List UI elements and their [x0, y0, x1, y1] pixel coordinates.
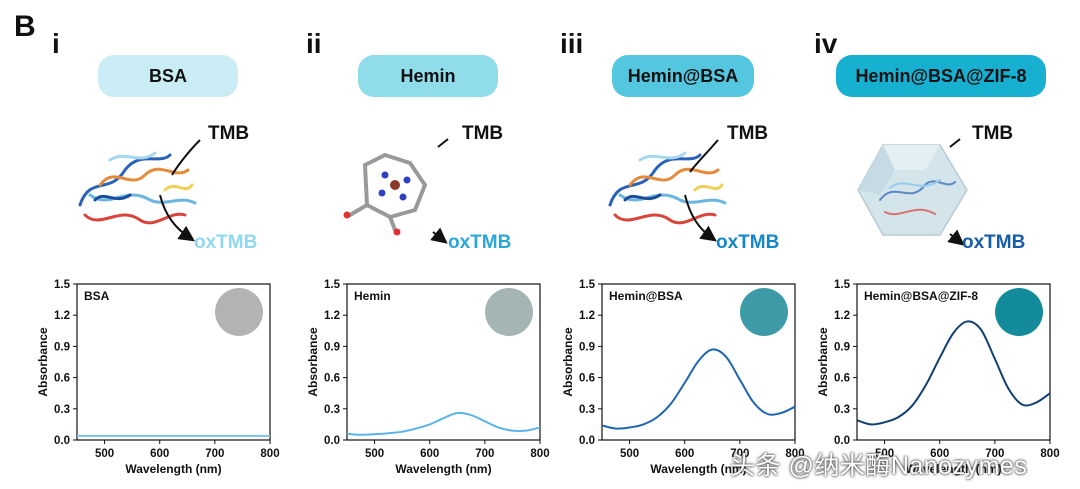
absorbance-chart-hemin-bsa-zif8: 0.0 0.3 0.6 0.9 1.2 1.5 500 600 700 800 Wavelength…	[816, 279, 1060, 476]
y-tick-label: 0.9	[834, 341, 850, 353]
y-tick-label: 1.2	[324, 310, 340, 322]
x-tick-label: 500	[620, 448, 639, 460]
tmb-label-ii: TMB	[462, 123, 504, 144]
y-tick-label: 0.6	[834, 373, 850, 385]
sample-label-hemin-bsa-zif8: Hemin@BSA@ZIF-8	[836, 55, 1046, 97]
arrow-oxtmb-iii	[684, 194, 717, 242]
plot-frame	[856, 283, 1051, 441]
y-tick-label: 0.0	[834, 435, 850, 447]
absorbance-series-line	[346, 411, 541, 436]
x-tick-label: 700	[205, 448, 224, 460]
absorbance-series-line	[856, 320, 1051, 426]
chart-title: Hemin	[354, 289, 391, 303]
x-tick-label: 600	[930, 448, 949, 460]
x-tick-label: 800	[785, 448, 804, 460]
absorbance-chart-bsa: 0.0 0.3 0.6 0.9 1.2 1.5 500 600 700 800 Wavelength…	[36, 279, 280, 476]
x-axis-title: Wavelength (nm)	[125, 462, 221, 476]
y-tick-label: 0.9	[324, 341, 340, 353]
x-tick-label: 700	[730, 448, 749, 460]
plot-frame	[601, 283, 796, 441]
sample-label-hemin: Hemin	[358, 55, 498, 97]
x-tick-label: 500	[875, 448, 894, 460]
y-tick-label: 1.5	[834, 279, 851, 291]
x-tick-label: 700	[475, 448, 494, 460]
oxtmb-label-iv: oxTMB	[962, 232, 1026, 253]
x-tick-label: 500	[95, 448, 114, 460]
y-axis-title: Absorbance	[561, 327, 575, 397]
y-axis-title: Absorbance	[816, 327, 830, 397]
y-axis-title: Absorbance	[36, 327, 50, 397]
x-tick-label: 500	[365, 448, 384, 460]
reaction-arrows	[159, 138, 965, 246]
watermark: 头条 @纳米酶Nanozymes	[730, 452, 1028, 480]
y-tick-label: 0.3	[54, 404, 70, 416]
x-tick-label: 600	[420, 448, 439, 460]
panel-numeral-iv: iv	[814, 28, 838, 59]
y-tick-label: 0.6	[324, 373, 340, 385]
y-tick-label: 1.2	[834, 310, 850, 322]
arrow-oxtmb-iv	[947, 229, 965, 246]
y-tick-label: 0.3	[834, 404, 850, 416]
arrow-tmb-line-iii	[689, 139, 719, 173]
x-tick-label: 600	[675, 448, 694, 460]
oxtmb-label-ii: oxTMB	[448, 232, 512, 253]
oxtmb-label-i: oxTMB	[194, 232, 258, 253]
arrow-oxtmb-ii	[430, 227, 448, 244]
zif8-cage-illustration	[857, 144, 968, 236]
x-tick-label: 700	[985, 448, 1004, 460]
y-tick-label: 0.6	[54, 373, 70, 385]
y-tick-label: 1.5	[579, 279, 596, 291]
y-tick-label: 1.2	[54, 310, 70, 322]
bsa-protein-illustration	[78, 151, 197, 225]
panel-numeral-ii: ii	[306, 28, 322, 59]
panel-numeral-i: i	[52, 28, 60, 59]
plot-frame	[346, 283, 541, 441]
y-tick-label: 0.6	[579, 373, 595, 385]
arrow-tmb-line-ii	[437, 138, 449, 148]
y-tick-label: 0.9	[579, 341, 595, 353]
tmb-label-iii: TMB	[727, 123, 769, 144]
x-tick-label: 800	[260, 448, 279, 460]
panel-letter: B	[14, 10, 36, 43]
sample-well-image	[740, 288, 788, 336]
sample-well-image	[215, 288, 263, 336]
y-tick-label: 0.9	[54, 341, 70, 353]
x-tick-label: 800	[1040, 448, 1059, 460]
y-tick-label: 0.3	[324, 404, 340, 416]
hemin-bsa-illustration	[608, 151, 727, 225]
sample-label-bsa: BSA	[98, 55, 238, 97]
chart-title: BSA	[84, 289, 110, 303]
x-axis-title: Wavelength (nm)	[395, 462, 491, 476]
chart-title: Hemin@BSA	[609, 289, 683, 303]
y-tick-label: 0.0	[579, 435, 595, 447]
y-tick-label: 1.5	[324, 279, 341, 291]
chart-title: Hemin@BSA@ZIF-8	[864, 289, 978, 303]
x-axis-title: Wavelength (nm)	[650, 462, 746, 476]
x-tick-label: 600	[150, 448, 169, 460]
y-tick-label: 0.0	[54, 435, 70, 447]
tmb-label-i: TMB	[208, 123, 250, 144]
arrow-tmb-line-i	[171, 139, 201, 176]
absorbance-series-line	[601, 348, 796, 430]
sample-well-image	[485, 288, 533, 336]
x-tick-label: 800	[530, 448, 549, 460]
x-axis-title: Wavelength (nm)	[905, 462, 1001, 476]
hemin-molecule-illustration	[343, 153, 427, 236]
tmb-label-iv: TMB	[972, 123, 1014, 144]
arrow-oxtmb-i	[159, 194, 195, 242]
absorbance-chart-hemin: 0.0 0.3 0.6 0.9 1.2 1.5 500 600 700 800 Wavelength…	[306, 279, 550, 476]
y-axis-title: Absorbance	[306, 327, 320, 397]
oxtmb-label-iii: oxTMB	[716, 232, 780, 253]
y-tick-label: 1.2	[579, 310, 595, 322]
sample-label-hemin-bsa: Hemin@BSA	[612, 55, 754, 97]
y-tick-label: 1.5	[54, 279, 71, 291]
arrow-tmb-line-iv	[949, 138, 961, 148]
panel-numeral-iii: iii	[560, 28, 584, 59]
y-tick-label: 0.3	[579, 404, 595, 416]
absorbance-chart-hemin-bsa: 0.0 0.3 0.6 0.9 1.2 1.5 500 600 700 800 Wavelength…	[561, 279, 805, 476]
plot-frame	[76, 283, 271, 441]
y-tick-label: 0.0	[324, 435, 340, 447]
sample-well-image	[995, 288, 1043, 336]
